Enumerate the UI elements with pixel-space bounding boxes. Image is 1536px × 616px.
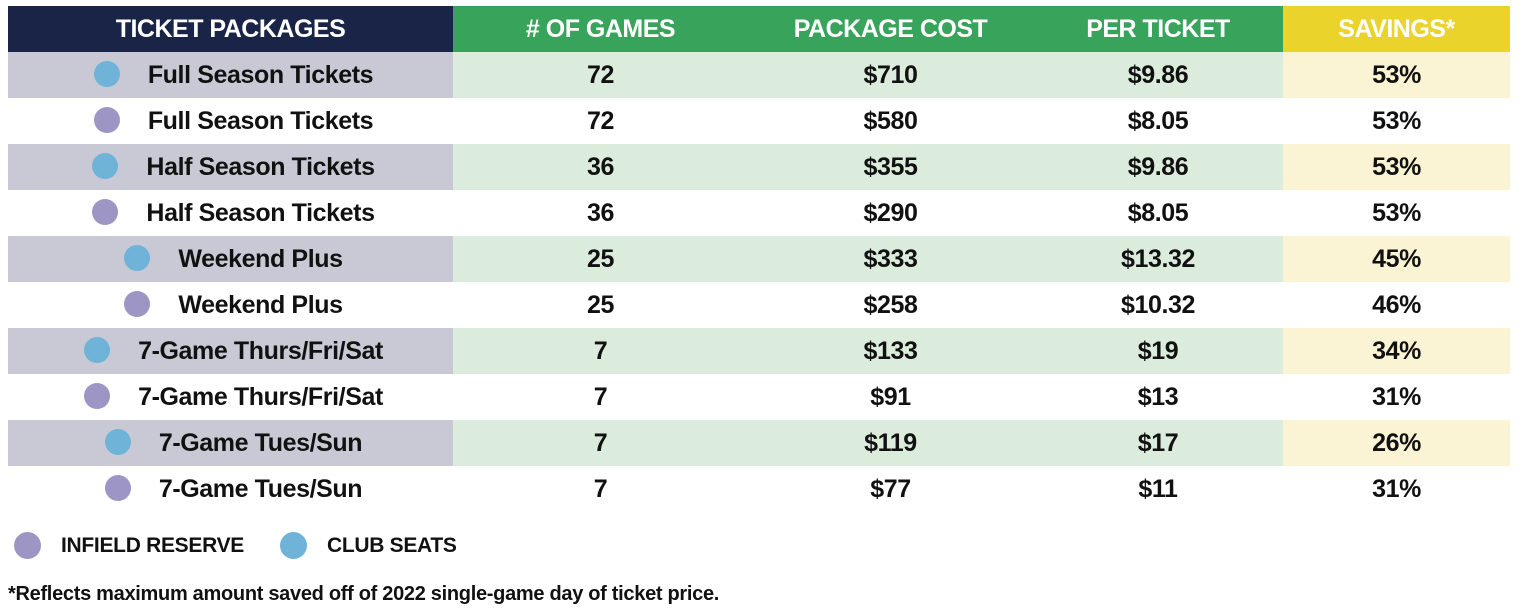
per-ticket-price-cell: $13: [1033, 374, 1283, 420]
table-row: Weekend Plus 25 $258 $10.32 46%: [8, 282, 1510, 328]
games-count-cell: 25: [453, 236, 748, 282]
package-name: Weekend Plus: [178, 244, 343, 273]
package-name-cell: Half Season Tickets: [8, 190, 453, 236]
seat-legend: INFIELD RESERVE CLUB SEATS: [14, 532, 493, 559]
club-seats-dot-icon: [124, 244, 151, 271]
club-seats-dot-icon: [92, 152, 119, 179]
package-name: Half Season Tickets: [146, 198, 375, 227]
games-count-cell: 7: [453, 374, 748, 420]
savings-percent-cell: 31%: [1283, 374, 1510, 420]
package-name: Half Season Tickets: [146, 152, 375, 181]
package-name-cell: Full Season Tickets: [8, 52, 453, 98]
infield-reserve-dot-icon: [124, 290, 151, 317]
package-cost-cell: $258: [748, 282, 1033, 328]
table-row: Weekend Plus 25 $333 $13.32 45%: [8, 236, 1510, 282]
footnote: *Reflects maximum amount saved off of 20…: [8, 583, 720, 605]
savings-percent-cell: 53%: [1283, 190, 1510, 236]
savings-percent-cell: 26%: [1283, 420, 1510, 466]
savings-percent-cell: 45%: [1283, 236, 1510, 282]
games-count-cell: 72: [453, 52, 748, 98]
per-ticket-price-cell: $11: [1033, 466, 1283, 512]
header-per-ticket: PER TICKET: [1033, 6, 1283, 52]
package-cost-cell: $119: [748, 420, 1033, 466]
package-cost-cell: $77: [748, 466, 1033, 512]
club-seats-dot-icon: [93, 60, 120, 87]
per-ticket-price-cell: $9.86: [1033, 52, 1283, 98]
table-row: Half Season Tickets 36 $290 $8.05 53%: [8, 190, 1510, 236]
club-seats-dot-icon: [84, 336, 111, 363]
infield-reserve-dot-icon: [104, 474, 131, 501]
package-cost-cell: $333: [748, 236, 1033, 282]
table-row: 7-Game Thurs/Fri/Sat 7 $91 $13 31%: [8, 374, 1510, 420]
header-savings: SAVINGS*: [1283, 6, 1510, 52]
package-name: 7-Game Thurs/Fri/Sat: [138, 382, 383, 411]
table-row: 7-Game Tues/Sun 7 $119 $17 26%: [8, 420, 1510, 466]
infield-reserve-dot-icon: [14, 532, 41, 559]
table-row: Half Season Tickets 36 $355 $9.86 53%: [8, 144, 1510, 190]
legend-infield-reserve: INFIELD RESERVE: [61, 533, 244, 557]
package-name-cell: Half Season Tickets: [8, 144, 453, 190]
per-ticket-price-cell: $19: [1033, 328, 1283, 374]
package-name: 7-Game Tues/Sun: [158, 474, 363, 503]
savings-percent-cell: 53%: [1283, 52, 1510, 98]
games-count-cell: 7: [453, 328, 748, 374]
table-header-row: TICKET PACKAGES # OF GAMES PACKAGE COST …: [8, 6, 1510, 52]
package-cost-cell: $580: [748, 98, 1033, 144]
header-ticket-packages: TICKET PACKAGES: [8, 6, 453, 52]
infield-reserve-dot-icon: [84, 382, 111, 409]
package-name: Full Season Tickets: [147, 60, 374, 89]
package-name-cell: Full Season Tickets: [8, 98, 453, 144]
per-ticket-price-cell: $8.05: [1033, 190, 1283, 236]
legend-club-seats: CLUB SEATS: [326, 533, 457, 557]
package-name: Weekend Plus: [178, 290, 343, 319]
infield-reserve-dot-icon: [93, 106, 120, 133]
package-cost-cell: $91: [748, 374, 1033, 420]
ticket-packages-table: TICKET PACKAGES # OF GAMES PACKAGE COST …: [8, 6, 1510, 512]
games-count-cell: 36: [453, 190, 748, 236]
package-cost-cell: $133: [748, 328, 1033, 374]
header-number-of-games: # OF GAMES: [453, 6, 748, 52]
table-row: Full Season Tickets 72 $710 $9.86 53%: [8, 52, 1510, 98]
package-name: 7-Game Thurs/Fri/Sat: [138, 336, 383, 365]
package-name-cell: 7-Game Thurs/Fri/Sat: [8, 374, 453, 420]
package-name-cell: 7-Game Thurs/Fri/Sat: [8, 328, 453, 374]
savings-percent-cell: 46%: [1283, 282, 1510, 328]
per-ticket-price-cell: $9.86: [1033, 144, 1283, 190]
table-row: 7-Game Thurs/Fri/Sat 7 $133 $19 34%: [8, 328, 1510, 374]
package-cost-cell: $710: [748, 52, 1033, 98]
package-cost-cell: $290: [748, 190, 1033, 236]
savings-percent-cell: 31%: [1283, 466, 1510, 512]
package-name: 7-Game Tues/Sun: [158, 428, 363, 457]
per-ticket-price-cell: $8.05: [1033, 98, 1283, 144]
package-name-cell: 7-Game Tues/Sun: [8, 466, 453, 512]
club-seats-dot-icon: [279, 532, 307, 559]
games-count-cell: 7: [453, 466, 748, 512]
package-name: Full Season Tickets: [147, 106, 374, 135]
games-count-cell: 25: [453, 282, 748, 328]
header-package-cost: PACKAGE COST: [748, 6, 1033, 52]
table-row: 7-Game Tues/Sun 7 $77 $11 31%: [8, 466, 1510, 512]
club-seats-dot-icon: [104, 428, 131, 455]
savings-percent-cell: 34%: [1283, 328, 1510, 374]
table-row: Full Season Tickets 72 $580 $8.05 53%: [8, 98, 1510, 144]
games-count-cell: 72: [453, 98, 748, 144]
per-ticket-price-cell: $17: [1033, 420, 1283, 466]
package-cost-cell: $355: [748, 144, 1033, 190]
package-name-cell: Weekend Plus: [8, 282, 453, 328]
savings-percent-cell: 53%: [1283, 98, 1510, 144]
infield-reserve-dot-icon: [92, 198, 119, 225]
per-ticket-price-cell: $13.32: [1033, 236, 1283, 282]
games-count-cell: 36: [453, 144, 748, 190]
per-ticket-price-cell: $10.32: [1033, 282, 1283, 328]
games-count-cell: 7: [453, 420, 748, 466]
package-name-cell: Weekend Plus: [8, 236, 453, 282]
savings-percent-cell: 53%: [1283, 144, 1510, 190]
package-name-cell: 7-Game Tues/Sun: [8, 420, 453, 466]
